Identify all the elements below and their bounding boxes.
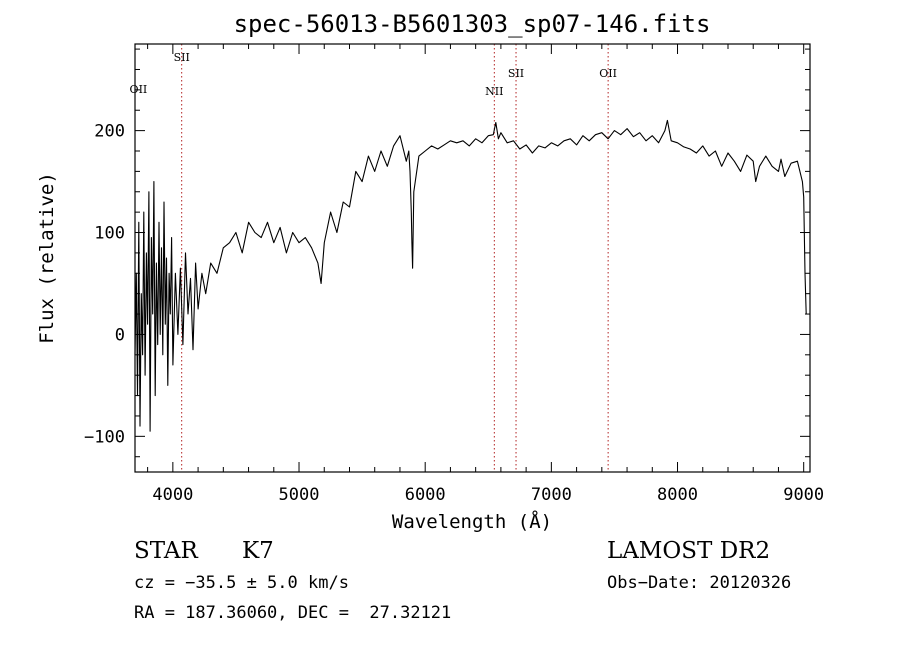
- ra-dec-coordinates: RA = 187.36060, DEC = 27.32121: [134, 603, 452, 623]
- x-tick-label: 4000: [152, 485, 193, 505]
- x-tick-label: 6000: [405, 485, 446, 505]
- line-label: SII: [174, 51, 190, 64]
- line-label: SII: [508, 67, 524, 80]
- x-tick-label: 9000: [783, 485, 824, 505]
- x-tick-label: 7000: [531, 485, 572, 505]
- spectrum-series-line: [134, 119, 807, 432]
- y-tick-label: −100: [84, 427, 125, 447]
- chart-title: spec-56013-B5601303_sp07-146.fits: [234, 10, 711, 38]
- axis-tick-labels: 4000 5000 6000 7000 8000 9000 −100 0 100 200: [84, 122, 824, 505]
- y-tick-label: 100: [94, 224, 125, 244]
- redshift-cz: cz = −35.5 ± 5.0 km/s: [134, 573, 349, 593]
- y-tick-label: 200: [94, 122, 125, 142]
- plot-frame: [134, 43, 811, 473]
- x-tick-label: 8000: [657, 485, 698, 505]
- y-tick-label: 0: [115, 325, 125, 345]
- x-axis-label: Wavelength (Å): [392, 510, 552, 533]
- line-label: NII: [485, 85, 503, 98]
- survey-name: LAMOST DR2: [607, 538, 771, 564]
- observation-date: Obs−Date: 20120326: [607, 573, 792, 593]
- y-axis-label: Flux (relative): [36, 172, 58, 344]
- object-class: STAR: [134, 538, 198, 564]
- axis-ticks: [135, 44, 810, 472]
- x-tick-label: 5000: [279, 485, 320, 505]
- line-markers: [181, 44, 609, 472]
- line-label: OII: [599, 67, 617, 80]
- object-subclass: K7: [242, 538, 274, 564]
